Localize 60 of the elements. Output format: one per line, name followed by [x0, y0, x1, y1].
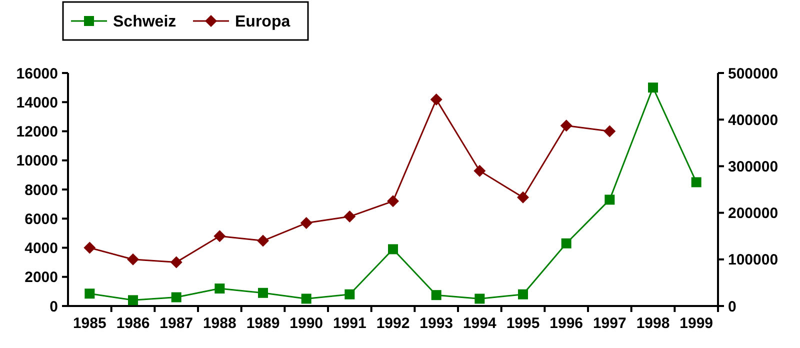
y-tick-label: 10000 [16, 152, 58, 170]
x-tick-label: 1997 [592, 315, 626, 332]
x-tick-label: 1987 [160, 315, 194, 332]
y2-tick-label: 400000 [728, 112, 778, 129]
x-tick-label: 1999 [680, 315, 714, 332]
y2-tick-label: 0 [728, 298, 736, 316]
point [171, 292, 182, 302]
x-tick-label: 1986 [116, 315, 150, 332]
x-tick-label: 1990 [290, 315, 324, 332]
point [128, 295, 138, 306]
point [691, 177, 702, 188]
point [301, 294, 312, 304]
x-tick-label: 1988 [202, 315, 236, 332]
y-tick-label: 12000 [16, 124, 58, 140]
point [430, 94, 442, 106]
y2-tick-label: 100000 [728, 252, 778, 269]
x-tick-label: 1995 [506, 315, 540, 332]
point [258, 288, 268, 298]
y-tick-label: 14000 [16, 94, 58, 112]
legend-label: Schweiz [113, 14, 176, 31]
y2-tick-label: 300000 [728, 158, 778, 176]
x-tick-label: 1996 [550, 315, 584, 332]
point [431, 290, 442, 300]
point [388, 244, 398, 254]
point [387, 195, 399, 208]
y-tick-label: 6000 [24, 210, 58, 228]
point [214, 284, 225, 294]
x-tick-label: 1993 [420, 315, 454, 332]
point [518, 289, 528, 300]
y2-tick-label: 200000 [728, 205, 778, 222]
point [84, 242, 96, 254]
y-tick-label: 4000 [24, 240, 58, 257]
y-tick-label: 8000 [24, 182, 58, 199]
point [84, 288, 95, 299]
point [604, 125, 616, 138]
point [344, 210, 356, 223]
point [257, 234, 269, 247]
y-tick-label: 2000 [24, 269, 58, 286]
point [127, 253, 139, 266]
x-tick-label: 1985 [72, 315, 106, 332]
y-tick-label: 0 [50, 298, 58, 316]
point [604, 194, 615, 205]
point [474, 294, 485, 304]
legend-label: Europa [235, 14, 290, 31]
point [648, 82, 658, 93]
point [344, 289, 355, 300]
x-tick-label: 1989 [246, 315, 280, 332]
point [214, 230, 226, 242]
y2-tick-label: 500000 [728, 65, 778, 82]
x-tick-label: 1991 [332, 315, 366, 332]
y-tick-label: 16000 [16, 65, 58, 82]
point [517, 191, 529, 204]
x-tick-label: 1998 [636, 315, 670, 332]
point [474, 164, 486, 177]
point [300, 217, 312, 230]
point [170, 256, 182, 268]
point [561, 238, 572, 248]
x-tick-label: 1994 [462, 315, 498, 332]
point [560, 120, 572, 132]
x-tick-label: 1992 [376, 315, 410, 332]
